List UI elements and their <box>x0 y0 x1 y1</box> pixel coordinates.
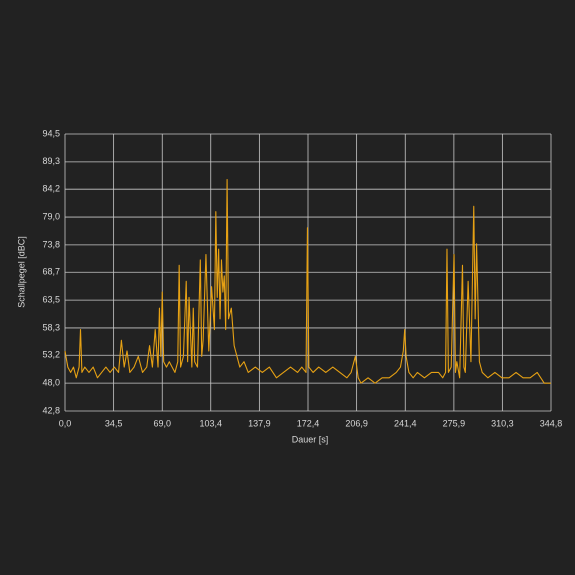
x-tick-label: 103,4 <box>199 418 222 428</box>
x-tick-label: 0,0 <box>59 418 72 428</box>
x-axis-label: Dauer [s] <box>292 434 329 444</box>
y-tick-label: 79,0 <box>42 211 60 221</box>
x-tick-label: 206,9 <box>345 418 368 428</box>
y-tick-label: 84,2 <box>42 184 60 194</box>
x-tick-label: 344,8 <box>540 418 563 428</box>
y-tick-label: 94,5 <box>42 128 60 138</box>
y-tick-label: 68,7 <box>42 267 60 277</box>
y-tick-label: 58,3 <box>42 322 60 332</box>
y-tick-label: 53,2 <box>42 350 60 360</box>
y-tick-label: 73,8 <box>42 239 60 249</box>
x-tick-label: 275,9 <box>443 418 466 428</box>
y-axis-label: Schallpegel [dBC] <box>16 236 26 308</box>
y-tick-label: 89,3 <box>42 156 60 166</box>
y-tick-label: 42,8 <box>42 405 60 415</box>
x-tick-label: 137,9 <box>248 418 271 428</box>
data-line <box>64 178 551 384</box>
x-tick-label: 34,5 <box>105 418 123 428</box>
y-tick-label: 63,5 <box>42 294 60 304</box>
x-tick-label: 69,0 <box>153 418 171 428</box>
x-tick-label: 310,3 <box>491 418 514 428</box>
x-tick-label: 172,4 <box>297 418 320 428</box>
x-tick-label: 241,4 <box>394 418 417 428</box>
y-tick-label: 48,0 <box>42 378 60 388</box>
